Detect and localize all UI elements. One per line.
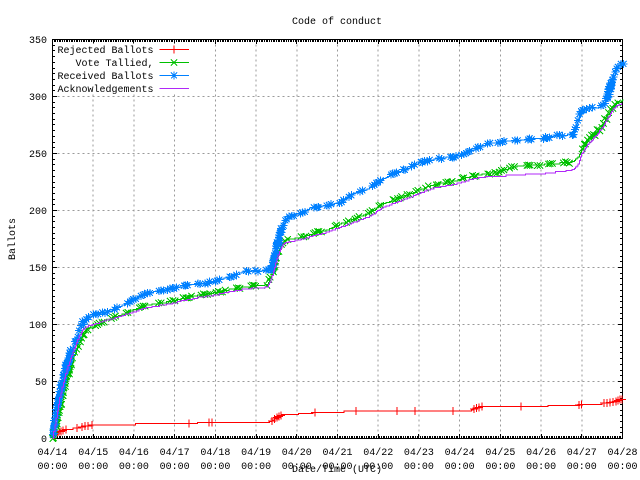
svg-text:250: 250: [29, 150, 47, 161]
svg-text:00:00: 00:00: [445, 462, 475, 473]
svg-text:Received Ballots: Received Ballots: [57, 71, 153, 83]
svg-text:00:00: 00:00: [526, 462, 556, 473]
svg-text:00:00: 00:00: [37, 462, 67, 473]
svg-text:04/22: 04/22: [363, 447, 393, 459]
svg-text:00:00: 00:00: [282, 462, 312, 473]
svg-text:00:00: 00:00: [485, 462, 515, 473]
svg-text:00:00: 00:00: [567, 462, 597, 473]
svg-text:Acknowledgements: Acknowledgements: [57, 84, 153, 96]
svg-text:04/18: 04/18: [200, 447, 230, 459]
svg-text:00:00: 00:00: [241, 462, 271, 473]
svg-text:00:00: 00:00: [160, 462, 190, 473]
svg-text:04/15: 04/15: [78, 447, 108, 459]
svg-text:04/28: 04/28: [607, 447, 637, 459]
svg-text:100: 100: [29, 321, 47, 332]
svg-text:Date/Time (UTC): Date/Time (UTC): [292, 464, 382, 476]
svg-text:50: 50: [35, 378, 47, 389]
svg-text:00:00: 00:00: [404, 462, 434, 473]
svg-text:350: 350: [29, 36, 47, 47]
svg-text:Rejected Ballots: Rejected Ballots: [57, 45, 153, 57]
svg-text:150: 150: [29, 264, 47, 275]
svg-text:00:00: 00:00: [322, 462, 352, 473]
svg-text:04/23: 04/23: [404, 447, 434, 459]
svg-text:04/25: 04/25: [485, 447, 515, 459]
svg-text:200: 200: [29, 207, 47, 218]
svg-text:00:00: 00:00: [607, 462, 637, 473]
svg-text:Vote Tallied,: Vote Tallied,: [75, 58, 153, 70]
svg-text:04/16: 04/16: [119, 447, 149, 459]
svg-text:00:00: 00:00: [119, 462, 149, 473]
svg-text:04/27: 04/27: [567, 447, 597, 459]
svg-text:04/20: 04/20: [282, 447, 312, 459]
svg-text:04/14: 04/14: [37, 447, 67, 459]
svg-text:Ballots: Ballots: [7, 218, 19, 260]
svg-text:Code of conduct: Code of conduct: [292, 16, 382, 28]
svg-text:04/26: 04/26: [526, 447, 556, 459]
svg-text:0: 0: [41, 435, 47, 446]
svg-text:00:00: 00:00: [200, 462, 230, 473]
svg-text:00:00: 00:00: [363, 462, 393, 473]
svg-text:04/17: 04/17: [160, 447, 190, 459]
svg-text:04/21: 04/21: [322, 447, 352, 459]
svg-text:300: 300: [29, 93, 47, 104]
svg-text:04/24: 04/24: [445, 447, 475, 459]
svg-text:00:00: 00:00: [78, 462, 108, 473]
svg-text:04/19: 04/19: [241, 447, 271, 459]
